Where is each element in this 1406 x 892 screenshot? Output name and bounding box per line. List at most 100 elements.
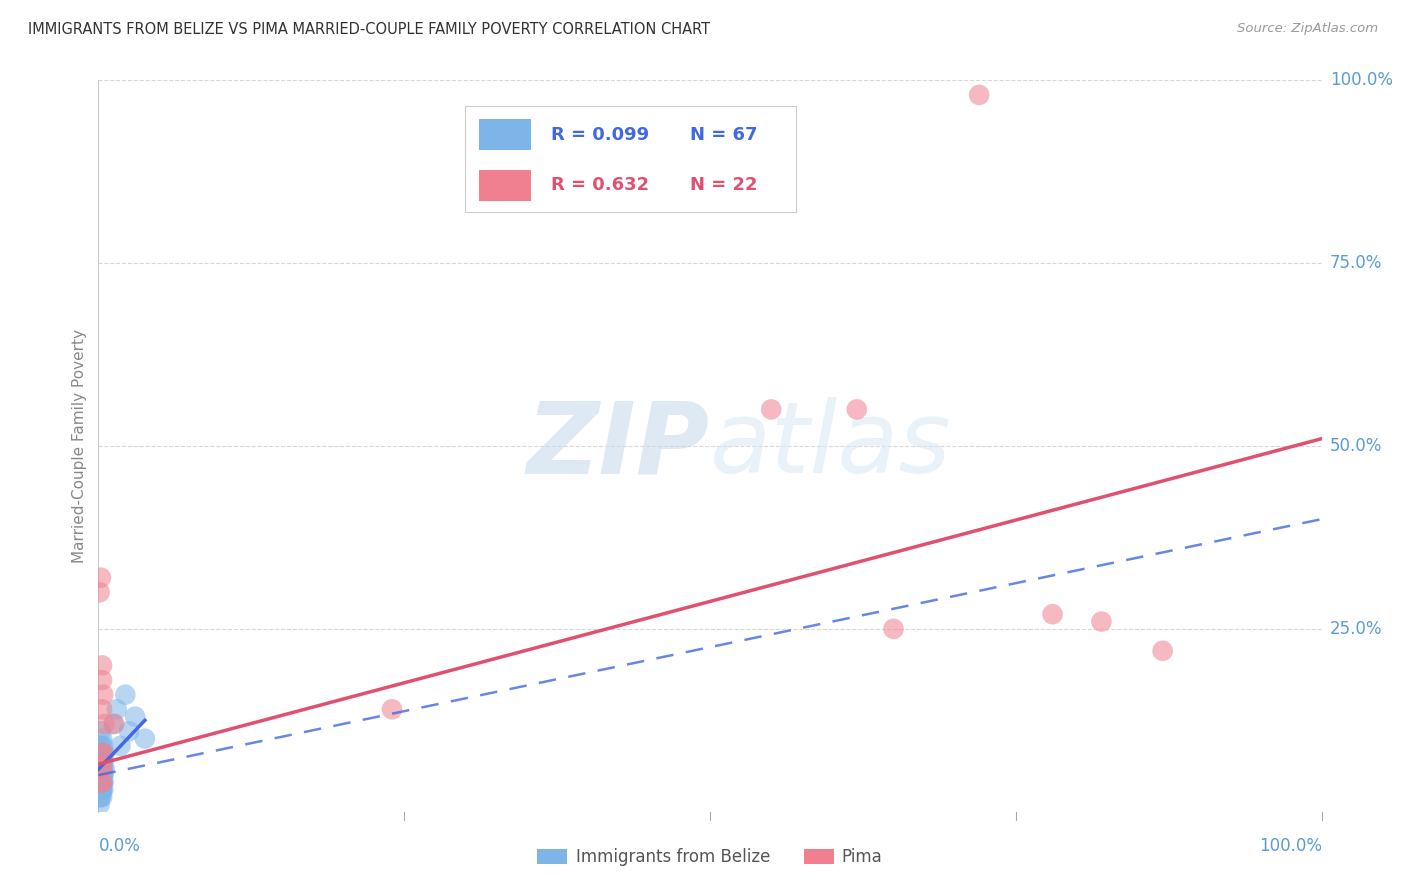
Point: [91, 702, 114, 716]
Text: 75.0%: 75.0%: [1330, 254, 1382, 272]
Point: [91, 746, 114, 760]
Point: [90, 782, 112, 797]
Point: [89, 775, 111, 789]
Point: [91, 746, 114, 760]
Point: [91, 775, 114, 789]
Point: [89, 797, 111, 812]
Point: [91, 673, 114, 687]
Text: IMMIGRANTS FROM BELIZE VS PIMA MARRIED-COUPLE FAMILY POVERTY CORRELATION CHART: IMMIGRANTS FROM BELIZE VS PIMA MARRIED-C…: [28, 22, 710, 37]
Point: [90, 782, 112, 797]
Point: [91, 754, 114, 768]
Point: [91, 761, 114, 775]
Point: [91, 768, 114, 782]
Point: [1090, 615, 1112, 629]
Point: [101, 717, 124, 731]
Point: [91, 782, 114, 797]
Point: [91, 790, 114, 805]
Point: [93, 717, 115, 731]
Point: [90, 746, 112, 760]
Point: [91, 761, 114, 775]
Point: [90, 724, 112, 739]
Point: [134, 731, 156, 746]
Text: Source: ZipAtlas.com: Source: ZipAtlas.com: [1237, 22, 1378, 36]
Point: [90, 768, 112, 782]
Y-axis label: Married-Couple Family Poverty: Married-Couple Family Poverty: [72, 329, 87, 563]
Point: [91, 761, 114, 775]
Point: [90, 761, 112, 775]
Point: [91, 754, 114, 768]
Point: [89, 782, 111, 797]
Point: [93, 746, 115, 760]
Point: [90, 739, 112, 753]
Point: [93, 761, 115, 775]
Point: [91, 761, 114, 775]
Point: [90, 746, 112, 760]
Point: [90, 739, 112, 753]
Point: [118, 724, 141, 739]
Point: [90, 746, 112, 760]
Point: [91, 746, 114, 760]
Point: [883, 622, 905, 636]
Point: [1152, 644, 1174, 658]
Text: 25.0%: 25.0%: [1330, 620, 1382, 638]
Legend: Immigrants from Belize, Pima: Immigrants from Belize, Pima: [531, 841, 889, 873]
Point: [91, 754, 114, 768]
Text: 100.0%: 100.0%: [1258, 837, 1322, 855]
Text: ZIP: ZIP: [527, 398, 710, 494]
Point: [91, 775, 114, 789]
Point: [90, 775, 112, 789]
Point: [90, 775, 112, 789]
Point: [91, 731, 114, 746]
Point: [91, 775, 114, 789]
Text: 0.0%: 0.0%: [98, 837, 141, 855]
Point: [110, 739, 132, 753]
Point: [89, 782, 111, 797]
Point: [91, 768, 114, 782]
Point: [91, 768, 114, 782]
Point: [90, 768, 112, 782]
Point: [91, 768, 114, 782]
Point: [103, 717, 125, 731]
Point: [90, 761, 112, 775]
Text: atlas: atlas: [710, 398, 952, 494]
Point: [89, 790, 111, 805]
Point: [91, 775, 114, 789]
Point: [91, 761, 114, 775]
Point: [91, 688, 114, 702]
Point: [381, 702, 404, 716]
Point: [91, 754, 114, 768]
Point: [90, 768, 112, 782]
Point: [90, 768, 112, 782]
Point: [91, 782, 114, 797]
Point: [90, 754, 112, 768]
Text: 50.0%: 50.0%: [1330, 437, 1382, 455]
Point: [89, 585, 111, 599]
Point: [91, 768, 114, 782]
Point: [124, 709, 146, 723]
Point: [90, 761, 112, 775]
Point: [91, 768, 114, 782]
Point: [89, 746, 111, 760]
Text: 100.0%: 100.0%: [1330, 71, 1393, 89]
Point: [91, 761, 114, 775]
Point: [114, 688, 136, 702]
Point: [845, 402, 868, 417]
Point: [91, 782, 114, 797]
Point: [1042, 607, 1064, 622]
Point: [90, 775, 112, 789]
Point: [89, 775, 111, 789]
Point: [91, 658, 114, 673]
Point: [90, 782, 112, 797]
Point: [91, 775, 114, 789]
Point: [105, 702, 128, 716]
Point: [967, 87, 990, 102]
Point: [90, 754, 112, 768]
Point: [89, 768, 111, 782]
Point: [90, 775, 112, 789]
Point: [91, 739, 114, 753]
Point: [89, 761, 111, 775]
Point: [90, 571, 112, 585]
Point: [761, 402, 783, 417]
Point: [89, 754, 111, 768]
Point: [89, 761, 111, 775]
